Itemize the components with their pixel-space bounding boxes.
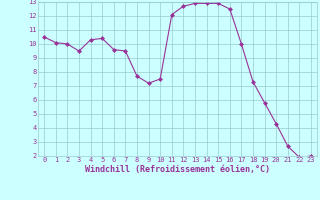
X-axis label: Windchill (Refroidissement éolien,°C): Windchill (Refroidissement éolien,°C) bbox=[85, 165, 270, 174]
